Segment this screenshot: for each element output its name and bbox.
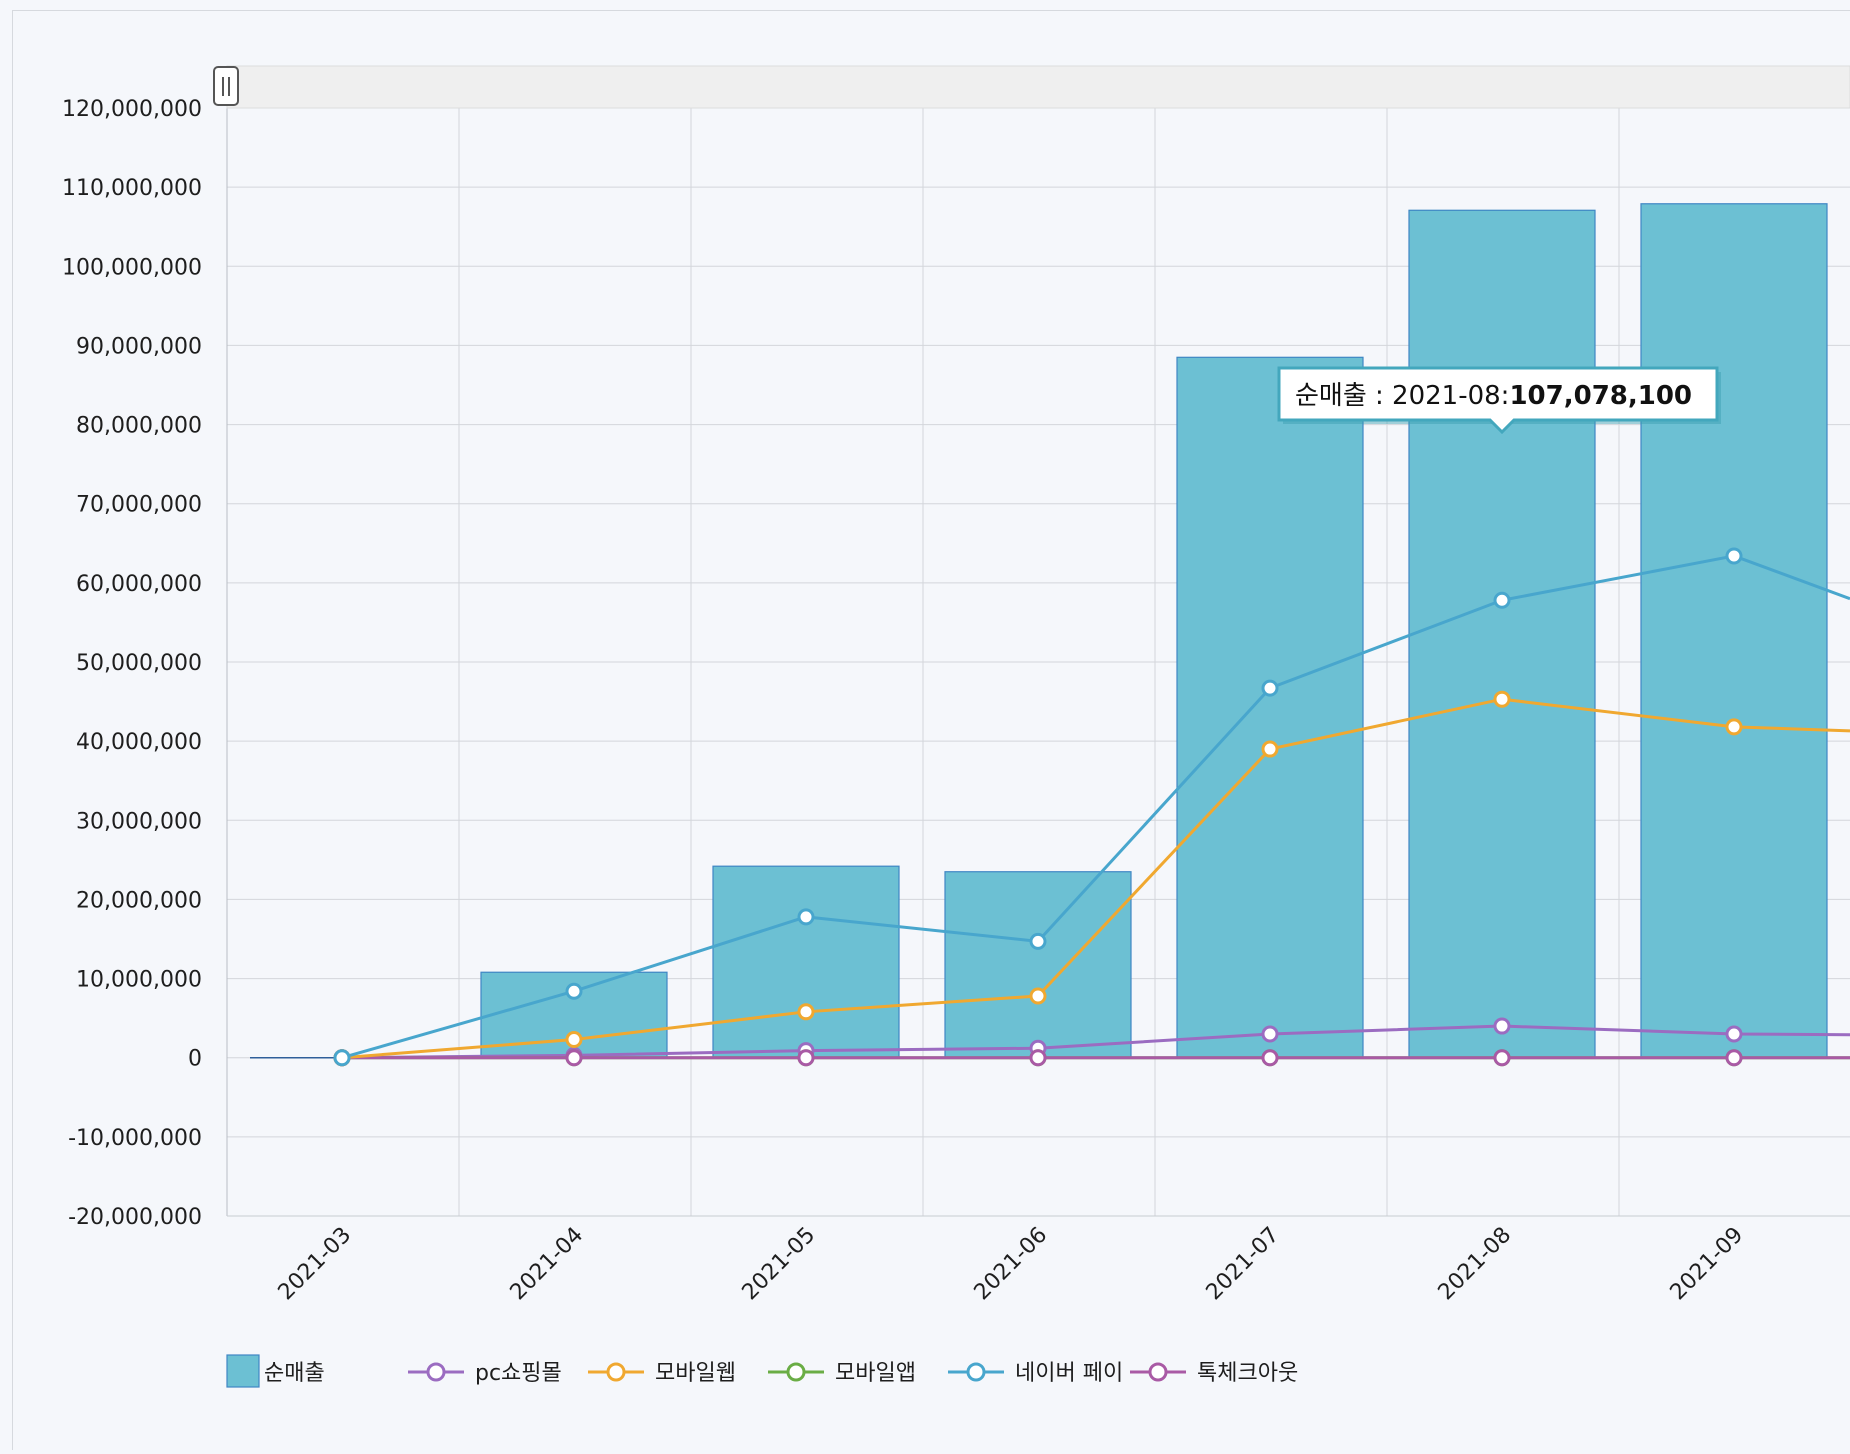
y-tick-label: 110,000,000 bbox=[62, 176, 202, 201]
legend-item-네이버 페이[interactable]: 네이버 페이 bbox=[948, 1361, 1123, 1386]
bar-2021-05[interactable] bbox=[712, 865, 900, 1059]
point-톡체크아웃-2021-08[interactable] bbox=[1493, 1049, 1511, 1067]
panel-left-border bbox=[12, 10, 13, 1450]
point-네이버 페이-2021-07[interactable] bbox=[1261, 679, 1279, 697]
point-pc쇼핑몰-2021-08[interactable] bbox=[1493, 1017, 1511, 1035]
y-tick-label: 30,000,000 bbox=[76, 809, 202, 834]
x-axis: 2021-03 2021-04 2021-05 2021-06 2021-07 2021-… bbox=[227, 1215, 1850, 1306]
point-네이버 페이-2021-04[interactable] bbox=[565, 982, 583, 1000]
point-톡체크아웃-2021-09[interactable] bbox=[1725, 1049, 1743, 1067]
legend-label: 모바일앱 bbox=[835, 1361, 916, 1386]
point-pc쇼핑몰-2021-07[interactable] bbox=[1261, 1025, 1279, 1043]
y-tick-label: 20,000,000 bbox=[76, 888, 202, 913]
bar-2021-06[interactable] bbox=[944, 871, 1132, 1059]
y-tick-label: 80,000,000 bbox=[76, 414, 202, 439]
y-tick-label: 120,000,000 bbox=[62, 97, 202, 122]
bar-2021-09[interactable] bbox=[1640, 203, 1828, 1059]
tooltip-text: 순매출 : 2021-08:107,078,100 bbox=[1295, 381, 1692, 411]
legend-marker bbox=[786, 1362, 806, 1382]
y-tick-label: 90,000,000 bbox=[76, 334, 202, 359]
legend-label: 네이버 페이 bbox=[1015, 1361, 1123, 1386]
y-tick-label: 70,000,000 bbox=[76, 493, 202, 518]
x-tick-label: 2021-04 bbox=[506, 1223, 589, 1306]
x-tick-label: 2021-06 bbox=[970, 1223, 1053, 1306]
legend-label: pc쇼핑몰 bbox=[475, 1361, 562, 1386]
scroll-track[interactable] bbox=[226, 65, 1850, 109]
legend-label: 순매출 bbox=[264, 1361, 325, 1386]
legend-item-톡체크아웃[interactable]: 톡체크아웃 bbox=[1130, 1361, 1298, 1386]
point-네이버 페이-2021-09[interactable] bbox=[1725, 547, 1743, 565]
line-네이버 페이 bbox=[341, 554, 1850, 1060]
point-네이버 페이-2021-03[interactable] bbox=[333, 1049, 351, 1067]
point-모바일웹-2021-08[interactable] bbox=[1493, 690, 1511, 708]
point-네이버 페이-2021-05[interactable] bbox=[797, 908, 815, 926]
legend-item-모바일웹[interactable]: 모바일웹 bbox=[588, 1361, 736, 1386]
y-tick-label: 60,000,000 bbox=[76, 572, 202, 597]
x-tick-label: 2021-07 bbox=[1202, 1223, 1285, 1306]
legend-marker bbox=[606, 1362, 626, 1382]
bar-series-group bbox=[480, 203, 1828, 1059]
legend-item-모바일앱[interactable]: 모바일앱 bbox=[768, 1361, 916, 1386]
tooltip-value: 107,078,100 bbox=[1509, 381, 1692, 411]
tooltip: 순매출 : 2021-08:107,078,100 bbox=[1277, 366, 1721, 435]
scroll-handle[interactable] bbox=[213, 66, 239, 106]
bar-2021-07[interactable] bbox=[1176, 356, 1364, 1059]
point-모바일웹-2021-06[interactable] bbox=[1029, 987, 1047, 1005]
point-네이버 페이-2021-08[interactable] bbox=[1493, 591, 1511, 609]
y-axis: 120,000,000 110,000,000 100,000,000 90,000,… bbox=[62, 97, 202, 1230]
y-tick-label: 50,000,000 bbox=[76, 651, 202, 676]
legend-label: 톡체크아웃 bbox=[1197, 1361, 1298, 1386]
panel-top-border bbox=[12, 10, 1850, 11]
y-tick-label: 10,000,000 bbox=[76, 968, 202, 993]
x-tick-label: 2021-08 bbox=[1434, 1223, 1517, 1306]
x-tick-label: 2021-09 bbox=[1666, 1223, 1749, 1306]
legend-bar-swatch bbox=[226, 1354, 260, 1388]
line-pc쇼핑몰 bbox=[341, 1024, 1850, 1060]
point-모바일웹-2021-04[interactable] bbox=[565, 1031, 583, 1049]
legend-marker bbox=[1148, 1362, 1168, 1382]
point-톡체크아웃-2021-05[interactable] bbox=[797, 1049, 815, 1067]
legend-item-pc쇼핑몰[interactable]: pc쇼핑몰 bbox=[408, 1361, 562, 1386]
point-톡체크아웃-2021-04[interactable] bbox=[565, 1049, 583, 1067]
point-네이버 페이-2021-06[interactable] bbox=[1029, 932, 1047, 950]
bar-2021-08[interactable] bbox=[1408, 209, 1596, 1059]
line-모바일웹 bbox=[341, 697, 1850, 1060]
legend-item-순매출[interactable]: 순매출 bbox=[226, 1354, 325, 1388]
y-tick-label: -20,000,000 bbox=[68, 1205, 202, 1230]
y-tick-label: 100,000,000 bbox=[62, 255, 202, 280]
y-tick-label: 40,000,000 bbox=[76, 730, 202, 755]
point-모바일웹-2021-05[interactable] bbox=[797, 1003, 815, 1021]
tooltip-box bbox=[1277, 366, 1719, 435]
legend-marker bbox=[966, 1362, 986, 1382]
point-모바일웹-2021-09[interactable] bbox=[1725, 718, 1743, 736]
point-모바일웹-2021-07[interactable] bbox=[1261, 740, 1279, 758]
point-톡체크아웃-2021-06[interactable] bbox=[1029, 1049, 1047, 1067]
x-tick-label: 2021-05 bbox=[738, 1223, 821, 1306]
point-톡체크아웃-2021-07[interactable] bbox=[1261, 1049, 1279, 1067]
x-tick-label: 2021-03 bbox=[274, 1223, 357, 1306]
line-series-group bbox=[333, 547, 1850, 1067]
y-tick-label: 0 bbox=[188, 1047, 202, 1072]
scroll-bar[interactable] bbox=[213, 65, 1850, 109]
legend: 순매출 pc쇼핑몰 모바일웹 모바일앱 네이버 페이 톡체크아웃 bbox=[226, 1354, 1298, 1388]
legend-marker bbox=[426, 1362, 446, 1382]
point-pc쇼핑몰-2021-09[interactable] bbox=[1725, 1025, 1743, 1043]
legend-label: 모바일웹 bbox=[655, 1361, 736, 1386]
tooltip-label: 순매출 : 2021-08: bbox=[1295, 381, 1509, 411]
y-tick-label: -10,000,000 bbox=[68, 1126, 202, 1151]
